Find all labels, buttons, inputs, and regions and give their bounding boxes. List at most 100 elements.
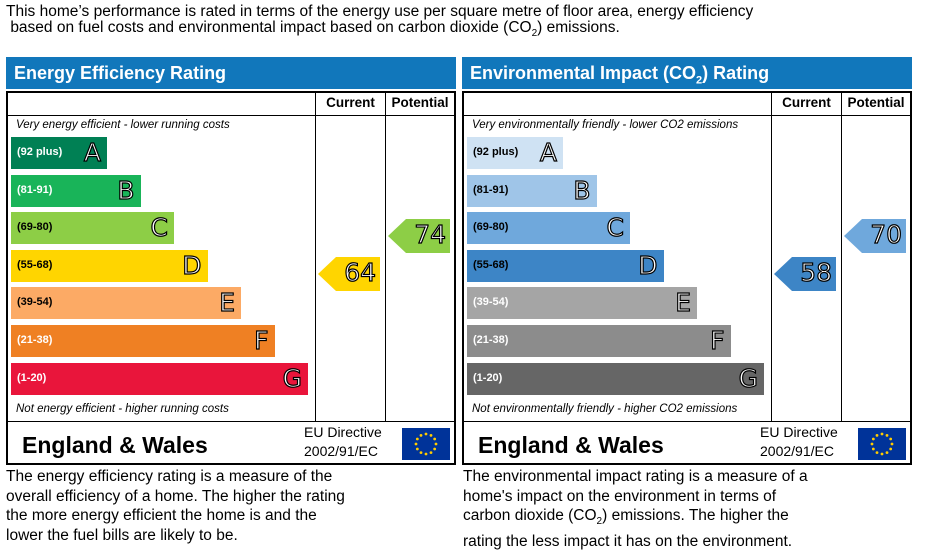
directive-line-2: 2002/91/EC — [304, 443, 378, 459]
env-title-main: Environmental Impact (CO — [470, 63, 697, 83]
band-e: (39-54) E — [467, 287, 697, 320]
band-letter: B — [573, 175, 591, 205]
band-a: (92 plus) A — [11, 137, 107, 169]
eu-star — [889, 447, 893, 451]
band-range-label: (1-20) — [17, 371, 47, 384]
potential-rating-arrow: 70 — [844, 219, 906, 254]
environmental-impact-panel: Environmental Impact (CO2) Rating Curren… — [462, 57, 912, 465]
band-range-label: (21-38) — [17, 334, 53, 346]
potential-rating-value: 74 — [414, 220, 447, 250]
env-desc-line-2: home's impact on the environment in term… — [463, 487, 777, 505]
band-range-label: (92 plus) — [473, 146, 519, 158]
env-desc-line-3-b: ) emissions. The higher the — [602, 507, 789, 524]
band-letter: B — [117, 175, 135, 205]
band-letter: E — [219, 288, 236, 318]
eu-star — [429, 451, 433, 455]
band-f: (21-38) F — [467, 325, 731, 357]
current-rating-arrow: 64 — [318, 256, 380, 291]
eu-star — [434, 442, 438, 446]
band-letter: E — [675, 288, 692, 318]
intro-line-1: This home’s performance is rated in term… — [6, 3, 754, 20]
band-letter: D — [638, 250, 658, 280]
potential-rating-arrow: 74 — [388, 219, 450, 254]
band-letter: C — [150, 213, 169, 243]
band-a: (92 plus) A — [467, 137, 563, 169]
eu-star — [415, 447, 419, 451]
current-arrow-shape — [318, 256, 380, 291]
band-range-label: (55-68) — [17, 258, 53, 271]
potential-column-divider — [841, 93, 842, 421]
eu-star — [871, 447, 875, 451]
band-letter: F — [709, 325, 725, 355]
energy-efficiency-panel: Energy Efficiency Rating Current Potenti… — [6, 57, 456, 465]
energy-desc-line-1: The energy efficiency rating is a measur… — [6, 468, 333, 485]
env-desc-co2-sub: 2 — [596, 516, 603, 528]
potential-column-header: Potential — [847, 95, 905, 110]
band-range-label: (69-80) — [473, 221, 509, 234]
band-f: (21-38) F — [11, 325, 275, 357]
directive-line-2: 2002/91/EC — [760, 443, 834, 459]
band-c: (69-80) C — [11, 212, 174, 245]
potential-arrow-shape — [388, 219, 450, 254]
band-range-label: (92 plus) — [17, 146, 63, 158]
env-title-sub: 2 — [696, 74, 703, 87]
potential-column-divider — [385, 93, 386, 421]
bottom-scale-note: Not environmentally friendly - higher CO… — [472, 403, 738, 415]
band-d: (55-68) D — [467, 249, 664, 282]
potential-column-header: Potential — [391, 95, 449, 110]
eu-flag-icon — [858, 428, 906, 460]
environmental-panel-body: Current Potential Very environmentally f… — [462, 91, 912, 465]
band-e: (39-54) E — [11, 287, 241, 320]
eu-star — [424, 432, 428, 436]
eu-star — [875, 433, 879, 437]
footer-directive: EU Directive 2002/91/EC — [304, 423, 382, 461]
band-range-label: (69-80) — [17, 221, 53, 234]
current-column-header: Current — [326, 95, 375, 110]
band-letter: A — [539, 137, 557, 167]
top-scale-note: Very energy efficient - lower running co… — [16, 119, 230, 131]
potential-rating-value: 70 — [870, 220, 903, 250]
band-range-label: (21-38) — [473, 334, 509, 346]
band-letter: G — [738, 363, 759, 393]
eu-star — [433, 447, 437, 451]
footer-directive: EU Directive 2002/91/EC — [760, 423, 838, 461]
eu-star — [419, 433, 423, 437]
directive-line-1: EU Directive — [760, 424, 838, 440]
eu-star — [870, 442, 874, 446]
eu-star — [424, 452, 428, 456]
energy-panel-body: Current Potential Very energy efficient … — [6, 91, 456, 465]
band-letter: G — [282, 363, 303, 393]
top-scale-note: Very environmentally friendly - lower CO… — [472, 119, 739, 131]
eu-star — [885, 433, 889, 437]
environmental-description: The environmental impact rating is a mea… — [463, 467, 903, 551]
eu-star — [880, 452, 884, 456]
env-desc-line-1: The environmental impact rating is a mea… — [463, 468, 808, 485]
current-rating-value: 58 — [800, 257, 833, 287]
band-letter: A — [83, 137, 101, 167]
env-desc-line-3-a: carbon dioxide (CO — [463, 507, 597, 524]
header-divider — [464, 115, 910, 116]
band-letter: D — [182, 250, 202, 280]
energy-desc-line-3: the more energy efficient the home is an… — [6, 507, 317, 524]
eu-star — [415, 437, 419, 441]
env-desc-line-4: rating the less impact it has on the env… — [463, 532, 793, 550]
band-d: (55-68) D — [11, 249, 208, 282]
intro-line-2-a: based on fuel costs and environmental im… — [10, 19, 532, 36]
band-range-label: (1-20) — [473, 371, 503, 384]
band-letter: C — [606, 213, 625, 243]
band-range-label: (39-54) — [17, 296, 53, 309]
eu-flag-icon — [402, 428, 450, 460]
eu-star — [419, 451, 423, 455]
band-b: (81-91) B — [11, 174, 141, 207]
eu-star — [889, 437, 893, 441]
directive-line-1: EU Directive — [304, 424, 382, 440]
eu-star — [880, 432, 884, 436]
band-range-label: (39-54) — [473, 296, 509, 309]
current-rating-value: 64 — [344, 257, 377, 287]
current-column-header: Current — [782, 95, 831, 110]
band-c: (69-80) C — [467, 212, 630, 245]
footer-region: England & Wales — [22, 432, 208, 458]
footer-divider — [464, 421, 910, 422]
intro-text: This home’s performance is rated in term… — [6, 4, 906, 42]
eu-star — [429, 433, 433, 437]
